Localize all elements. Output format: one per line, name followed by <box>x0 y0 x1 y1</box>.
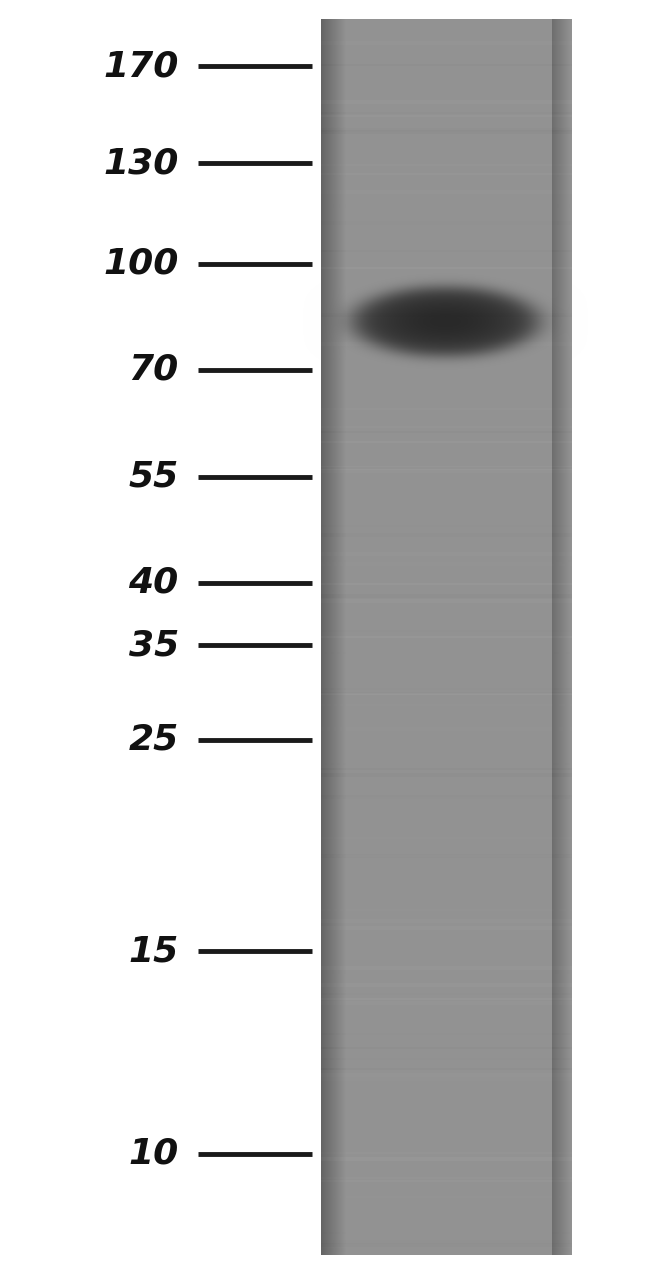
Text: 25: 25 <box>129 723 179 756</box>
Text: 40: 40 <box>129 566 179 599</box>
Text: 130: 130 <box>103 147 179 180</box>
Text: 55: 55 <box>129 460 179 493</box>
Text: 100: 100 <box>103 247 179 280</box>
Text: 70: 70 <box>129 353 179 386</box>
Text: 15: 15 <box>129 935 179 968</box>
Text: 35: 35 <box>129 629 179 662</box>
Text: 10: 10 <box>129 1137 179 1170</box>
Text: 170: 170 <box>103 50 179 83</box>
